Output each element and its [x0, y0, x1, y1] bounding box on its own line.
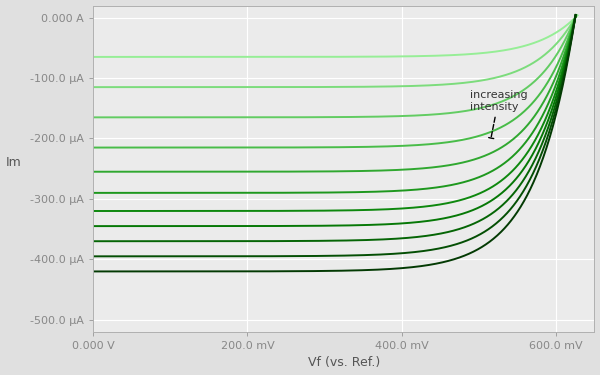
X-axis label: Vf (vs. Ref.): Vf (vs. Ref.): [308, 357, 380, 369]
Y-axis label: Im: Im: [5, 156, 22, 169]
Text: increasing
intensity: increasing intensity: [470, 90, 527, 138]
